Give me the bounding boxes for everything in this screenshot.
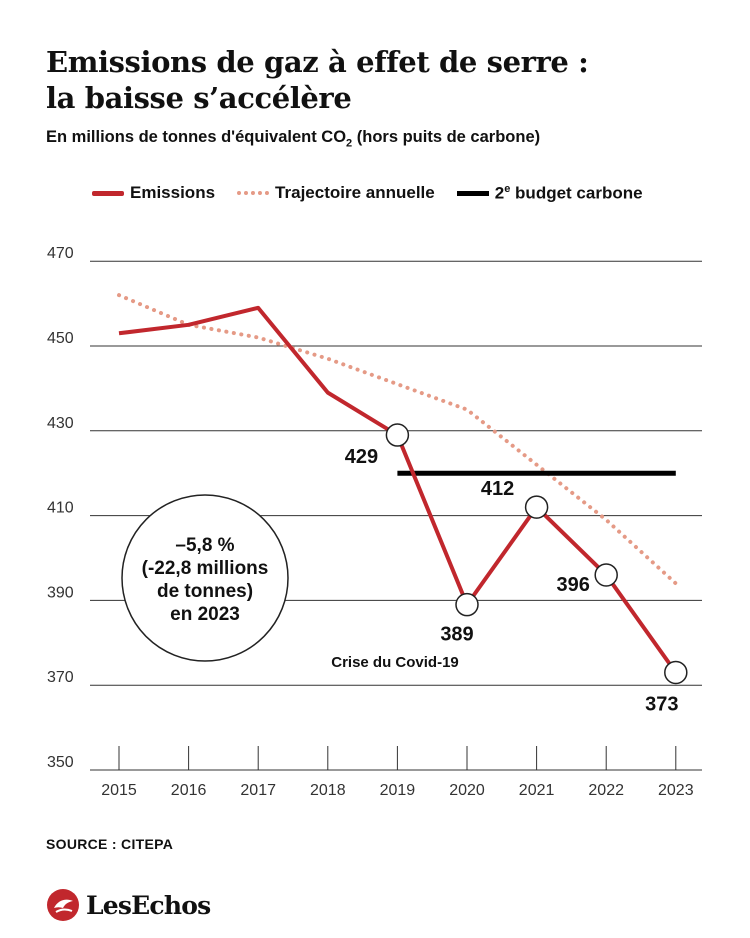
logo-text: LesEchos [86,890,211,920]
data-label-2019: 429 [345,446,378,468]
legend-swatch-emissions [92,190,124,196]
x-tick-label: 2018 [310,782,346,799]
covid-annotation: Crise du Covid-19 [331,654,459,671]
emissions-chart: 350 370 390 410 430 450 470 2015 2016 2017 2018 201… [47,245,702,799]
y-tick-label: 410 [47,500,74,517]
emissions-point-2021 [524,495,549,519]
legend-item-emissions: Emissions [92,183,215,203]
legend-swatch-budget [456,190,489,196]
data-label-2021: 412 [481,478,514,500]
subtitle-text: En millions de tonnes d'équivalent CO [46,128,347,146]
data-label-2023: 373 [645,693,678,715]
emissions-point-2022 [594,563,618,587]
les-echos-emblem-icon [47,889,79,921]
annotation-line: en 2023 [170,604,240,625]
emissions-point-2020 [455,592,479,617]
title-line-2: la baisse s’accélère [46,81,352,115]
y-tick-label: 350 [47,754,74,771]
legend-label-budget: 2e budget carbone [495,183,643,204]
legend-swatch-trajectory [237,191,270,196]
annotation-line: de tonnes) [157,581,253,602]
source-note: SOURCE : CITEPA [46,836,174,852]
les-echos-logo: LesEchos [46,888,211,922]
legend: Emissions Trajectoire annuelle 2e budget… [92,183,665,204]
x-tick-label: 2020 [449,782,485,799]
x-tick-label: 2016 [171,782,207,799]
series-trajectoire-line [117,293,678,586]
y-tick-label: 450 [47,330,74,347]
legend-label-trajectory: Trajectoire annuelle [275,183,435,203]
subtitle-subscript: 2 [346,137,353,150]
chart-subtitle: En millions de tonnes d'équivalent CO2 (… [46,128,540,149]
y-tick-label: 470 [47,245,74,262]
x-tick-label: 2017 [240,782,276,799]
legend-budget-sup: e [504,183,511,195]
x-tick-label: 2022 [588,782,624,799]
legend-label-emissions: Emissions [130,183,216,203]
legend-budget-tail: budget carbone [510,183,643,203]
y-tick-label: 390 [47,584,74,601]
y-tick-label: 370 [47,669,74,686]
x-tick-label: 2023 [658,782,694,799]
x-tick-label: 2019 [380,782,416,799]
data-label-2020: 389 [440,624,473,646]
chart-title: Emissions de gaz à effet de serre : la b… [46,44,706,116]
legend-budget-num: 2 [494,183,505,203]
emissions-point-2019 [385,423,410,447]
emissions-point-2023 [664,660,688,685]
y-tick-label: 430 [47,415,74,432]
annotation-line: (-22,8 millions [142,558,269,579]
x-tick-label: 2021 [519,782,555,799]
title-line-1: Emissions de gaz à effet de serre : [46,45,589,79]
annotation-circle [121,494,289,662]
legend-item-budget: 2e budget carbone [456,183,643,204]
subtitle-tail: (hors puits de carbone) [352,128,541,146]
x-tick-label: 2015 [101,782,137,799]
legend-item-trajectory: Trajectoire annuelle [237,183,435,203]
data-label-2022: 396 [557,574,590,596]
annotation-line: –5,8 % [175,535,234,556]
